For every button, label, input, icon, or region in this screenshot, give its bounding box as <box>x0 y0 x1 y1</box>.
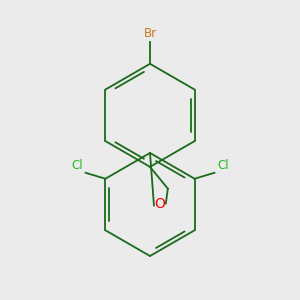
Text: Cl: Cl <box>71 159 82 172</box>
Text: Cl: Cl <box>218 159 229 172</box>
Text: O: O <box>154 197 165 212</box>
Text: Br: Br <box>143 27 157 40</box>
